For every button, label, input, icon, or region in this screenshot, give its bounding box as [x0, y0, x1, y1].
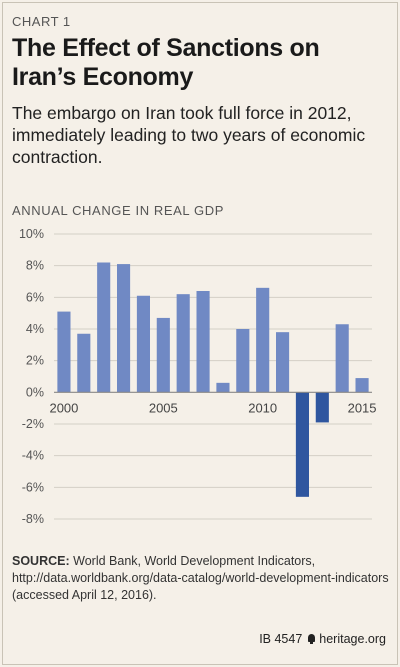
bar-2009 [236, 329, 250, 393]
source-label: SOURCE: [12, 554, 70, 568]
site-name: heritage.org [319, 632, 386, 646]
bar-2005 [156, 317, 170, 393]
y-tick-label: -8% [22, 512, 44, 526]
chart-kicker: CHART 1 [12, 14, 71, 29]
y-tick-label: 8% [26, 259, 44, 273]
bar-2011 [276, 332, 290, 393]
source-note: SOURCE: World Bank, World Development In… [12, 553, 392, 604]
report-id: IB 4547 [259, 632, 303, 646]
bar-2001 [77, 333, 91, 393]
y-tick-label: 6% [26, 290, 44, 304]
y-tick-label: 10% [19, 227, 44, 241]
bar-2013 [315, 392, 329, 423]
bar-2015 [355, 378, 369, 393]
chart-subtitle: The embargo on Iran took full force in 2… [12, 103, 366, 167]
bar-2014 [335, 324, 349, 393]
bar-2007 [196, 291, 210, 393]
y-tick-label: -6% [22, 480, 44, 494]
chart-title: The Effect of Sanctions on Iran’s Econom… [12, 34, 320, 91]
bar-2006 [176, 294, 190, 393]
x-tick-label: 2015 [348, 400, 377, 415]
bar-2003 [117, 264, 131, 393]
bar-chart: 10% 8% 6% 4% 2% 0% -2% -4% -6% -8% 2000 2005 2010 201… [19, 227, 377, 526]
x-tick-label: 2010 [248, 400, 277, 415]
footer: IB 4547 heritage.org [259, 632, 386, 646]
y-tick-label: 0% [26, 385, 44, 399]
y-tick-label: -2% [22, 417, 44, 431]
y-tick-label: 4% [26, 322, 44, 336]
bell-logo-icon [307, 634, 316, 644]
y-tick-label: -4% [22, 449, 44, 463]
bar-2010 [256, 287, 270, 393]
source-text: World Bank, World Development Indicators… [12, 554, 389, 602]
y-tick-label: 2% [26, 354, 44, 368]
bar-2000 [57, 311, 71, 393]
bar-2008 [216, 382, 230, 393]
bar-2012 [295, 392, 309, 497]
y-axis-title: ANNUAL CHANGE IN REAL GDP [12, 203, 224, 218]
x-tick-label: 2000 [49, 400, 78, 415]
x-tick-label: 2005 [149, 400, 178, 415]
bar-2004 [136, 295, 150, 393]
bar-2002 [97, 262, 111, 393]
